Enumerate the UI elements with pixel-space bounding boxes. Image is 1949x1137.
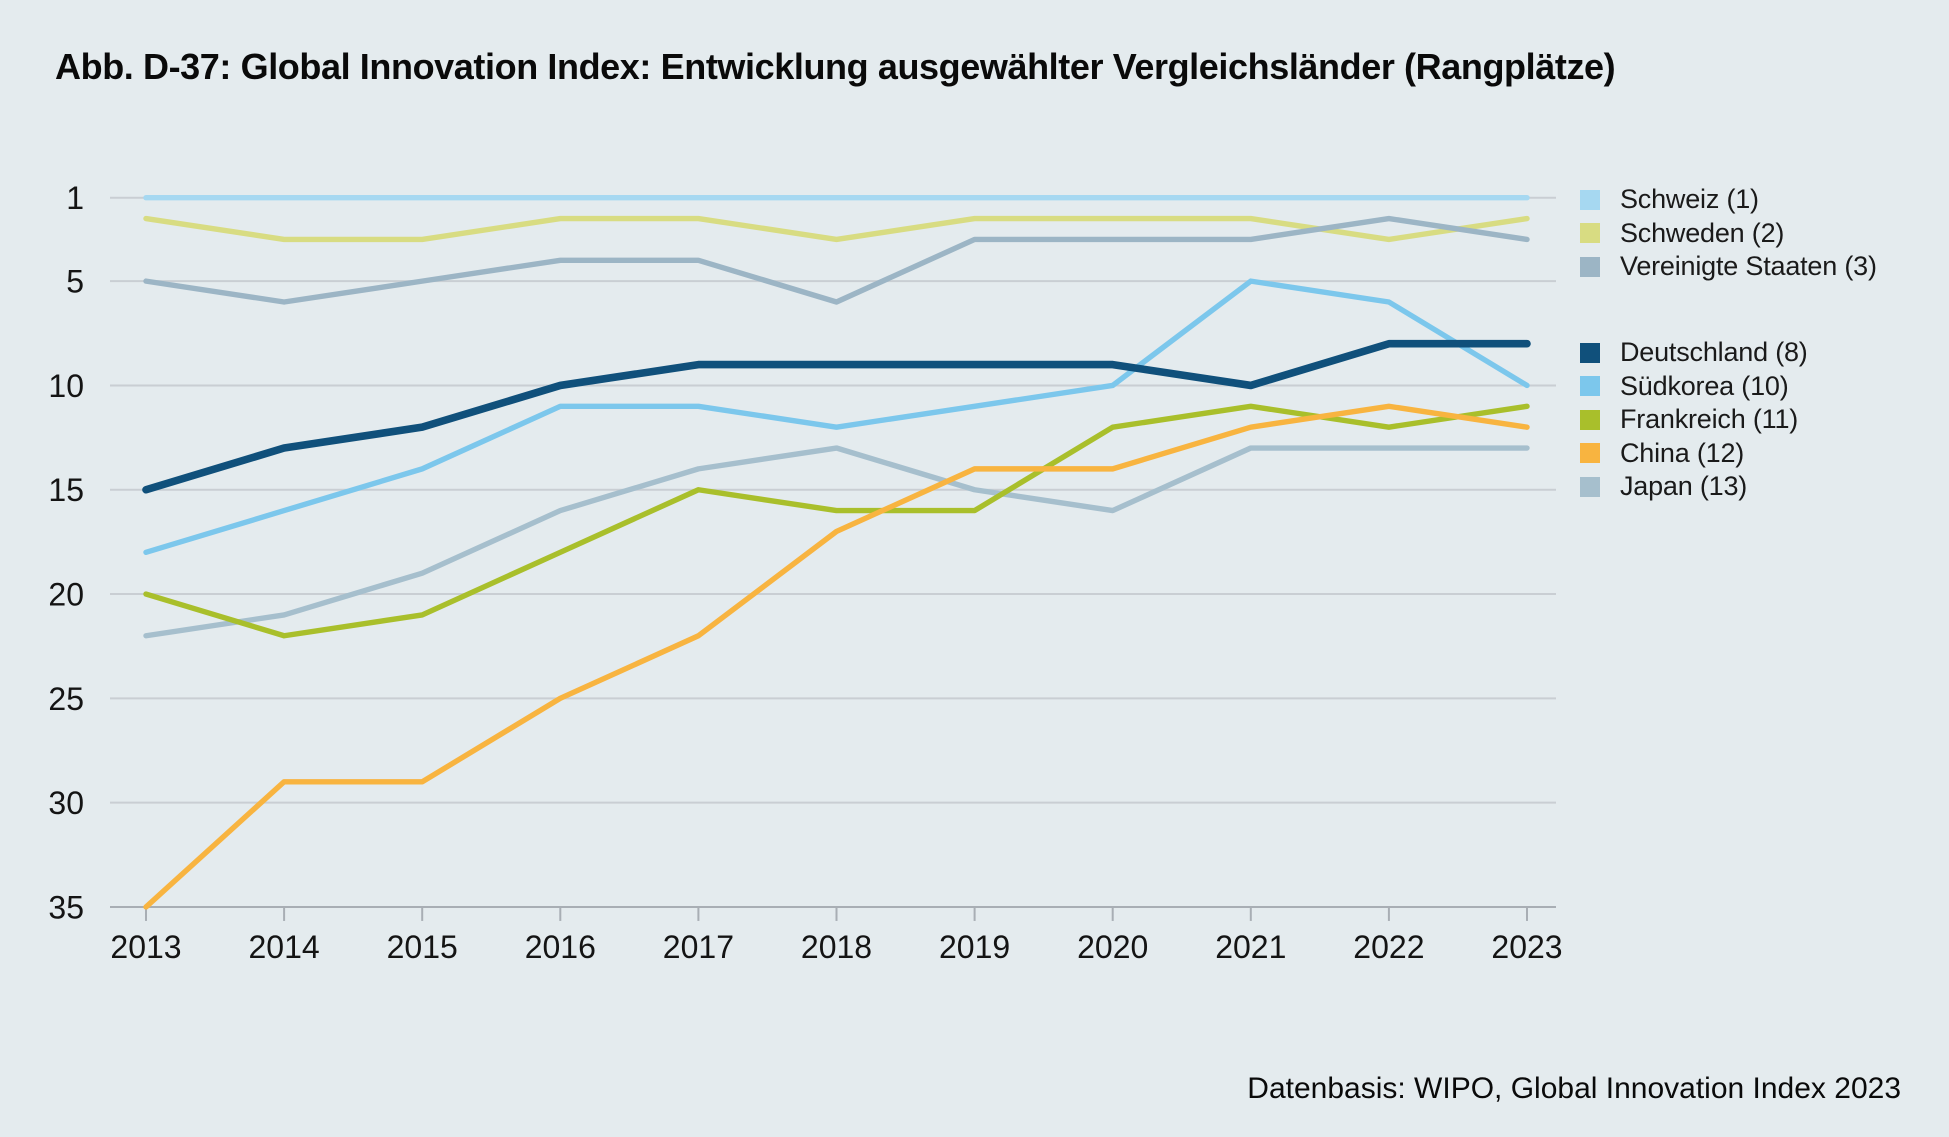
legend-label: Deutschland (8) bbox=[1620, 337, 1808, 368]
legend-item-china: China (12) bbox=[1580, 437, 1808, 471]
legend-label: Japan (13) bbox=[1620, 471, 1748, 502]
y-axis-label-25: 25 bbox=[48, 681, 84, 717]
legend-item-frankreich: Frankreich (11) bbox=[1580, 403, 1808, 437]
y-axis-label-5: 5 bbox=[66, 264, 84, 300]
series-line-frankreich bbox=[143, 403, 1530, 639]
x-axis-label-2022: 2022 bbox=[1353, 929, 1424, 965]
x-axis-label-2019: 2019 bbox=[939, 929, 1010, 965]
legend-item-schweiz: Schweiz (1) bbox=[1580, 183, 1877, 217]
y-axis-label-10: 10 bbox=[48, 368, 84, 404]
y-axis-label-1: 1 bbox=[66, 180, 84, 216]
legend-label: Schweden (2) bbox=[1620, 217, 1785, 248]
legend-swatch-deutschland bbox=[1580, 342, 1600, 363]
figure-title: Abb. D-37: Global Innovation Index: Entw… bbox=[55, 46, 1616, 87]
series-line-vereinigte-staaten bbox=[143, 215, 1530, 305]
y-axis-label-35: 35 bbox=[48, 889, 84, 925]
y-axis-label-15: 15 bbox=[48, 472, 84, 508]
legend-swatch-vereinigte-staaten bbox=[1580, 256, 1600, 277]
legend-swatch-japan bbox=[1580, 476, 1600, 497]
legend-swatch-frankreich bbox=[1580, 409, 1600, 430]
legend-swatch-schweden bbox=[1580, 223, 1600, 244]
x-axis-label-2015: 2015 bbox=[387, 929, 458, 965]
legend-item-vereinigte-staaten: Vereinigte Staaten (3) bbox=[1580, 250, 1877, 284]
legend-group-top3: Schweiz (1) Schweden (2) Vereinigte Staate… bbox=[1580, 183, 1877, 284]
legend-item-sudkorea: Südkorea (10) bbox=[1580, 370, 1808, 404]
source-note: Datenbasis: WIPO, Global Innovation Inde… bbox=[1247, 1072, 1901, 1105]
series-line-deutschland bbox=[142, 339, 1531, 494]
x-axis-label-2016: 2016 bbox=[525, 929, 596, 965]
x-axis-label-2020: 2020 bbox=[1077, 929, 1148, 965]
legend-swatch-schweiz bbox=[1580, 189, 1600, 210]
series-line-sudkorea bbox=[143, 278, 1530, 556]
series-line-japan bbox=[143, 445, 1530, 639]
series-line-schweden bbox=[143, 215, 1530, 243]
legend-item-schweden: Schweden (2) bbox=[1580, 217, 1877, 251]
legend-label: Vereinigte Staaten (3) bbox=[1620, 251, 1877, 282]
legend-label: China (12) bbox=[1620, 437, 1745, 468]
legend-swatch-sudkorea bbox=[1580, 376, 1600, 397]
series-line-china bbox=[143, 403, 1530, 910]
x-axis-label-2017: 2017 bbox=[663, 929, 734, 965]
x-axis-label-2021: 2021 bbox=[1215, 929, 1286, 965]
legend-item-japan: Japan (13) bbox=[1580, 470, 1808, 504]
legend-label: Südkorea (10) bbox=[1620, 370, 1789, 401]
legend-label: Schweiz (1) bbox=[1620, 184, 1759, 215]
x-axis-label-2018: 2018 bbox=[801, 929, 872, 965]
y-axis-label-20: 20 bbox=[48, 577, 84, 613]
x-axis-label-2014: 2014 bbox=[249, 929, 320, 965]
x-axis-label-2013: 2013 bbox=[110, 929, 181, 965]
legend-label: Frankreich (11) bbox=[1620, 404, 1799, 435]
legend-group-comparison: Deutschland (8) Südkorea (10) Frankreich (… bbox=[1580, 336, 1808, 504]
legend-swatch-china bbox=[1580, 443, 1600, 464]
y-axis-label-30: 30 bbox=[48, 785, 84, 821]
legend-item-deutschland: Deutschland (8) bbox=[1580, 336, 1808, 370]
x-axis-label-2023: 2023 bbox=[1491, 929, 1562, 965]
